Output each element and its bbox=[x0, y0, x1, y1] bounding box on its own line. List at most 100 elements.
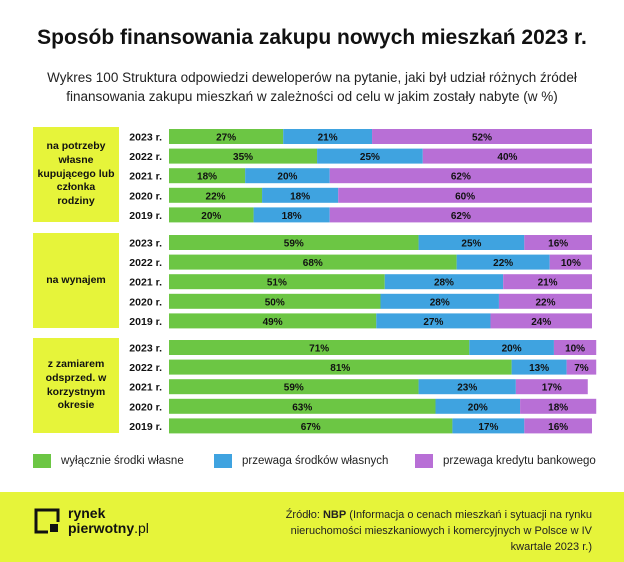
source-note: Źródło: NBP (Informacja o cenach mieszka… bbox=[262, 508, 592, 556]
source-rest: (Informacja o cenach mieszkań i sytuacji… bbox=[290, 509, 592, 553]
bar-rental-2022-mostly-credit bbox=[549, 254, 592, 270]
source-prefix: Źródło: bbox=[285, 509, 323, 521]
footer: rynek pierwotny.pl Źródło: NBP (Informac… bbox=[0, 492, 624, 562]
legend-label-mostly-credit: przewaga kredytu bankowego bbox=[443, 455, 596, 467]
year-label-resale-2020: 2020 r. bbox=[129, 401, 162, 413]
legend-label-own-funds: wyłącznie środki własne bbox=[61, 455, 184, 467]
value-label-rental-2020-mostly-own: 28% bbox=[430, 297, 450, 308]
bar-own-needs-2021-mostly-own bbox=[245, 168, 330, 184]
bar-rental-2020-own bbox=[169, 293, 381, 309]
value-label-own-needs-2019-mostly-credit: 62% bbox=[451, 211, 471, 222]
logo-line2-bold: pierwotny bbox=[68, 520, 135, 537]
value-label-resale-2019-mostly-own: 17% bbox=[478, 422, 498, 433]
bar-resale-2020-mostly-credit bbox=[520, 398, 597, 414]
year-label-rental-2019: 2019 r. bbox=[129, 316, 162, 328]
value-label-own-needs-2020-mostly-credit: 60% bbox=[455, 191, 475, 202]
bar-resale-2021-mostly-credit bbox=[515, 379, 588, 395]
bar-own-needs-2023-mostly-credit bbox=[372, 129, 592, 144]
value-label-rental-2019-mostly-own: 27% bbox=[423, 317, 443, 328]
value-label-resale-2021-mostly-own: 23% bbox=[457, 383, 477, 394]
bar-rental-2021-own bbox=[169, 274, 385, 290]
year-label-rental-2020: 2020 r. bbox=[129, 296, 162, 308]
bar-resale-2021-own bbox=[169, 379, 419, 395]
bar-resale-2022-own bbox=[169, 359, 512, 375]
year-label-own-needs-2019: 2019 r. bbox=[129, 210, 162, 222]
bar-own-needs-2019-own bbox=[169, 207, 254, 223]
logo-text: rynek pierwotny.pl bbox=[68, 505, 149, 537]
value-label-rental-2019-mostly-credit: 24% bbox=[531, 317, 551, 328]
logo-mark-icon bbox=[34, 508, 60, 535]
bar-resale-2022-mostly-credit bbox=[566, 359, 597, 375]
bar-rental-2023-own bbox=[169, 235, 419, 250]
value-label-resale-2019-mostly-credit: 16% bbox=[548, 422, 568, 433]
bar-own-needs-2021-own bbox=[169, 168, 246, 184]
logo-line2-light: .pl bbox=[134, 520, 149, 537]
value-label-resale-2023-mostly-own: 20% bbox=[502, 344, 522, 355]
legend-item-mostly-own: przewaga środków własnych bbox=[214, 454, 388, 468]
value-label-rental-2022-mostly-own: 22% bbox=[493, 258, 513, 269]
value-label-own-needs-2022-mostly-credit: 40% bbox=[497, 152, 517, 163]
value-label-rental-2022-mostly-credit: 10% bbox=[561, 258, 581, 269]
value-label-rental-2021-mostly-own: 28% bbox=[434, 278, 454, 289]
bar-rental-2023-mostly-credit bbox=[524, 235, 592, 250]
bar-rental-2022-own bbox=[169, 254, 457, 270]
bar-own-needs-2020-own bbox=[169, 187, 263, 203]
year-label-own-needs-2021: 2021 r. bbox=[129, 171, 162, 183]
value-label-resale-2023-mostly-credit: 10% bbox=[565, 344, 585, 355]
value-label-resale-2023-own: 71% bbox=[309, 344, 329, 355]
logo: rynek pierwotny.pl bbox=[34, 505, 149, 537]
bar-rental-2022-mostly-own bbox=[456, 254, 550, 270]
year-label-own-needs-2020: 2020 r. bbox=[129, 190, 162, 202]
bar-resale-2019-mostly-credit bbox=[524, 418, 592, 434]
bar-own-needs-2019-mostly-credit bbox=[329, 207, 592, 223]
value-label-own-needs-2022-mostly-own: 25% bbox=[360, 152, 380, 163]
legend-label-mostly-own: przewaga środków własnych bbox=[242, 455, 389, 467]
chart-subtitle-line2: finansowania zakupu mieszkań w zależnośc… bbox=[66, 89, 558, 104]
legend-item-mostly-credit: przewaga kredytu bankowego bbox=[415, 454, 596, 468]
year-label-resale-2019: 2019 r. bbox=[129, 421, 162, 433]
legend-swatch-purple bbox=[415, 454, 433, 468]
bar-own-needs-2020-mostly-credit bbox=[338, 187, 592, 203]
value-label-resale-2022-mostly-credit: 7% bbox=[574, 363, 589, 374]
value-label-rental-2023-mostly-credit: 16% bbox=[548, 239, 568, 250]
group-label-resale: z zamiarem odsprzed. w korzystnym okresi… bbox=[33, 338, 119, 433]
year-label-resale-2021: 2021 r. bbox=[129, 382, 162, 394]
bar-own-needs-2022-mostly-credit bbox=[422, 148, 592, 164]
value-label-own-needs-2020-mostly-own: 18% bbox=[290, 191, 310, 202]
value-label-own-needs-2022-own: 35% bbox=[233, 152, 253, 163]
year-label-rental-2023: 2023 r. bbox=[129, 238, 162, 250]
bar-resale-2022-mostly-own bbox=[511, 359, 567, 375]
bar-resale-2020-mostly-own bbox=[435, 398, 521, 414]
stacked-bar-chart: 2023 r. 27% 21% 52% 2022 r. 35% 25% 40% 2021 r. 1… bbox=[129, 129, 597, 434]
bar-own-needs-2021-mostly-credit bbox=[329, 168, 592, 184]
value-label-rental-2020-own: 50% bbox=[265, 297, 285, 308]
value-label-own-needs-2021-mostly-credit: 62% bbox=[451, 172, 471, 183]
bar-rental-2019-mostly-own bbox=[376, 313, 491, 329]
legend-swatch-green bbox=[33, 454, 51, 468]
group-label-rental: na wynajem bbox=[33, 233, 119, 328]
year-label-own-needs-2022: 2022 r. bbox=[129, 151, 162, 163]
legend-swatch-blue bbox=[214, 454, 232, 468]
bar-own-needs-2020-mostly-own bbox=[262, 187, 339, 203]
chart-title: Sposób finansowania zakupu nowych mieszk… bbox=[37, 26, 587, 49]
bar-resale-2019-mostly-own bbox=[452, 418, 525, 434]
logo-line1: rynek bbox=[68, 505, 106, 521]
value-label-rental-2023-mostly-own: 25% bbox=[461, 239, 481, 250]
value-label-rental-2022-own: 68% bbox=[303, 258, 323, 269]
bar-rental-2020-mostly-own bbox=[380, 293, 499, 309]
year-label-own-needs-2023: 2023 r. bbox=[129, 132, 162, 144]
value-label-own-needs-2020-own: 22% bbox=[206, 191, 226, 202]
bar-resale-2023-mostly-own bbox=[469, 340, 554, 355]
value-label-resale-2022-mostly-own: 13% bbox=[529, 363, 549, 374]
bar-resale-2020-own bbox=[169, 398, 436, 414]
bar-own-needs-2022-mostly-own bbox=[317, 148, 423, 164]
bar-resale-2023-own bbox=[169, 340, 470, 355]
bar-rental-2021-mostly-own bbox=[384, 274, 504, 290]
bar-rental-2019-mostly-credit bbox=[490, 313, 592, 329]
value-label-own-needs-2023-mostly-credit: 52% bbox=[472, 133, 492, 144]
value-label-resale-2021-own: 59% bbox=[284, 383, 304, 394]
bar-own-needs-2023-mostly-own bbox=[283, 129, 373, 144]
value-label-resale-2021-mostly-credit: 17% bbox=[542, 383, 562, 394]
bar-own-needs-2019-mostly-own bbox=[253, 207, 330, 223]
value-label-own-needs-2019-mostly-own: 18% bbox=[282, 211, 302, 222]
